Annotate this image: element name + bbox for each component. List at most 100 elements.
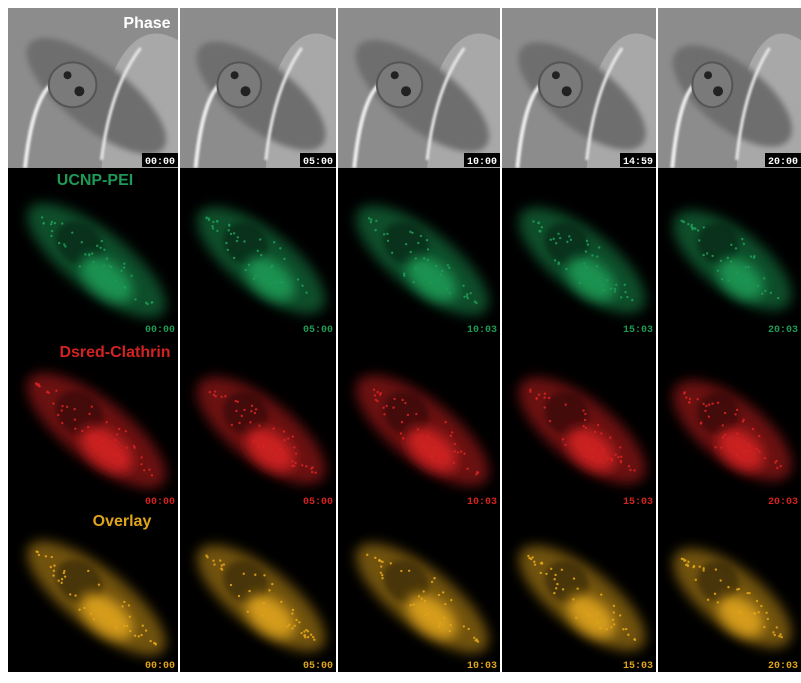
vesicle [477,640,479,642]
timestamp: 10:03 [467,661,497,672]
vesicle [747,266,749,268]
vesicle [123,285,125,287]
timestamp: 15:03 [623,497,653,508]
vesicle [96,245,98,247]
vesicle [129,630,131,632]
vesicle [585,427,587,429]
vesicle [142,624,144,626]
vesicle [123,266,125,268]
vesicle [596,255,598,257]
vesicle [756,600,758,602]
vesicle [225,242,227,244]
vesicle [120,270,122,272]
vesicle [614,288,616,290]
vesicle [450,599,452,601]
image-panel: 15:03 [502,508,661,672]
vesicle [228,224,230,226]
vesicle [381,574,383,576]
timestamp: 20:00 [768,157,798,168]
vesicle [586,441,588,443]
vesicle [449,292,451,294]
vesicle [381,577,383,579]
vesicle [307,636,309,638]
vesicle [559,237,561,239]
vesicle [443,616,445,618]
vesicle [583,263,585,265]
vesicle [722,424,724,426]
image-panel: 20:03 [658,508,801,672]
vesicle [128,604,130,606]
vesicle [444,421,446,423]
vesicle [748,592,750,594]
image-panel: 10:03 [338,336,505,508]
vesicle [439,457,441,459]
vesicle [57,579,59,581]
timestamp: 15:03 [623,661,653,672]
image-panel: 14:59 [502,8,663,169]
vesicle [764,290,766,292]
vesicle [445,287,447,289]
vesicle [238,595,240,597]
vesicle [98,584,100,586]
vesicle [227,229,229,231]
image-panel: 20:03 [657,336,801,508]
vesicle [702,254,704,256]
vesicle [557,233,559,235]
vesicle [386,233,388,235]
vesicle [81,430,83,432]
image-panel: 20:00 [656,8,801,168]
vesicle [410,604,412,606]
vesicle [698,239,700,241]
vesicle [411,232,413,234]
vesicle [143,469,145,471]
vesicle [702,567,704,569]
vesicle [702,403,704,405]
vesicle [151,301,153,303]
vesicle [721,278,723,280]
vesicle [121,605,123,607]
vesicle [54,222,56,224]
vesicle [435,265,437,267]
image-panel: 00:00 [8,168,182,337]
vesicle [556,583,558,585]
vesicle [410,251,412,253]
vesicle [624,291,626,293]
vesicle [313,639,315,641]
vesicle [279,247,281,249]
vesicle [602,289,604,291]
vesicle [475,473,477,475]
timestamp: 20:03 [768,325,798,336]
vesicle [368,217,370,219]
vesicle [237,236,239,238]
vesicle [711,255,713,257]
vesicle [541,226,543,228]
vesicle [628,465,630,467]
vesicle [610,287,612,289]
vesicle [272,427,274,429]
vesicle [776,467,778,469]
separator [500,8,502,672]
vesicle [606,279,608,281]
vesicle [687,561,689,563]
vesicle [422,590,424,592]
vesicle [123,625,125,627]
vesicle [151,474,153,476]
vesicle [450,435,452,437]
vesicle [702,569,704,571]
vesicle [463,453,465,455]
vesicle [311,471,313,473]
vesicle [695,579,697,581]
vesicle [243,409,245,411]
vesicle [294,462,296,464]
vesicle [531,556,533,558]
vesicle [38,385,40,387]
vesicle [74,427,76,429]
vesicle [53,564,55,566]
vesicle [755,448,757,450]
vesicle [392,406,394,408]
timestamp: 10:03 [467,497,497,508]
vesicle [600,432,602,434]
vesicle [475,639,477,641]
vesicle [391,252,393,254]
vesicle [585,455,587,457]
